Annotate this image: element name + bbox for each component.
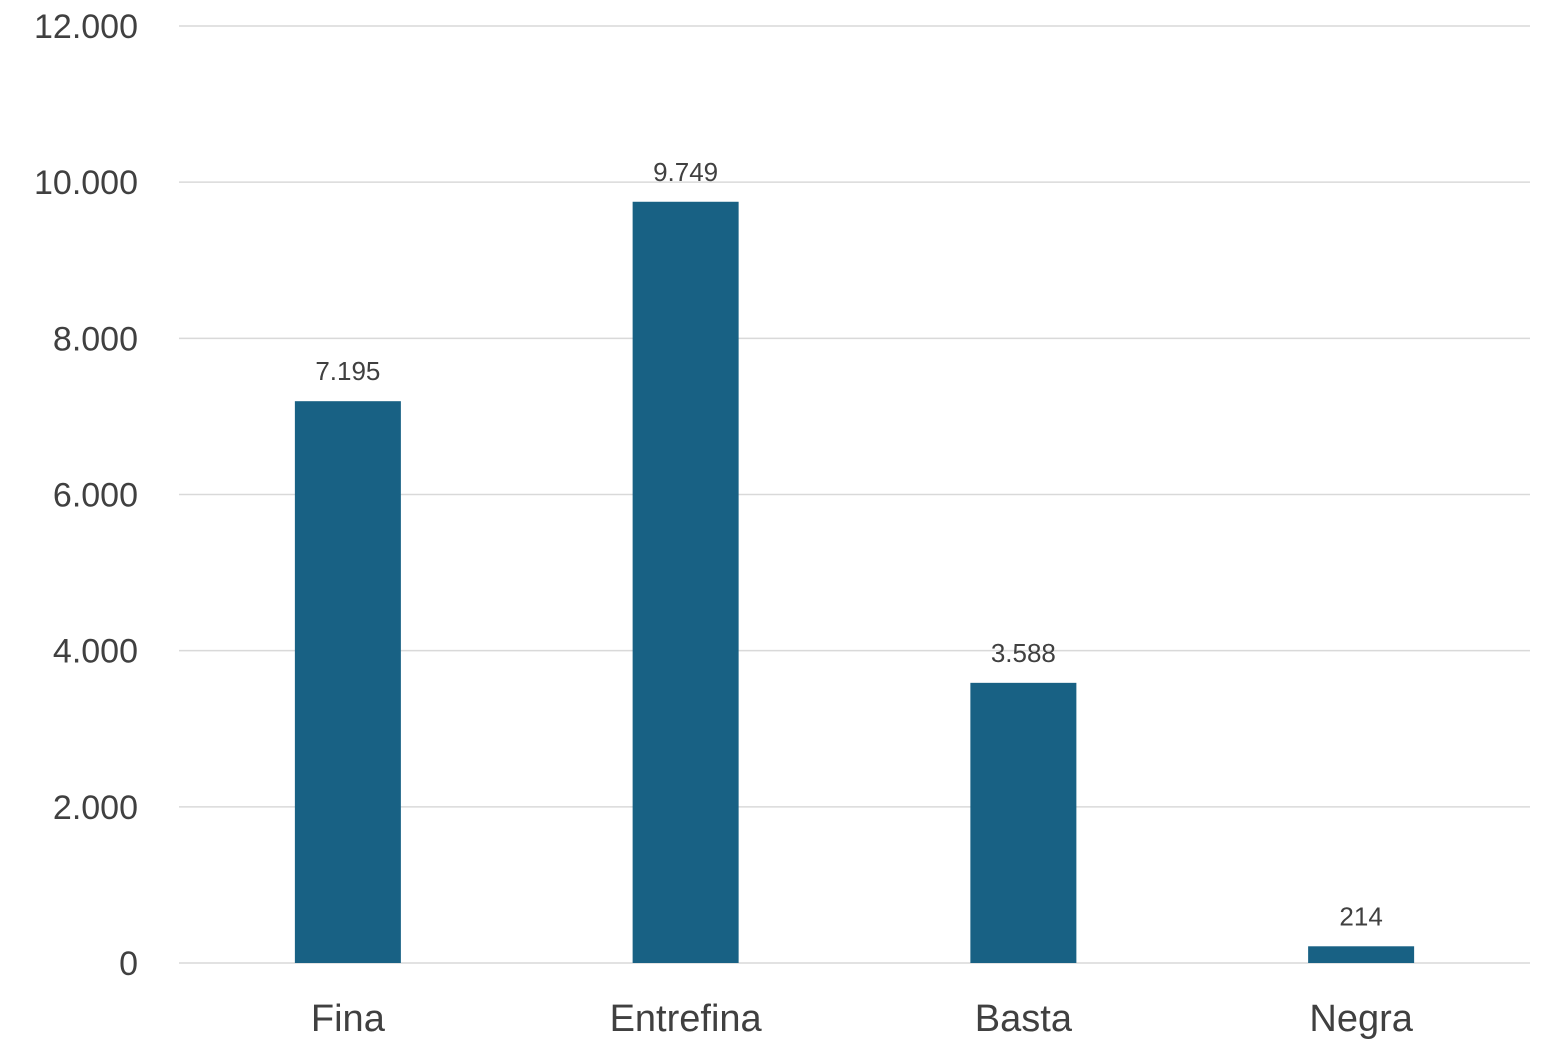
- y-tick-label: 8.000: [53, 320, 138, 358]
- bar-fina: [294, 401, 401, 963]
- data-label: 214: [1339, 901, 1382, 931]
- x-tick-label: Entrefina: [610, 998, 763, 1039]
- x-axis-tick-labels: Fina Entrefina Basta Negra: [311, 998, 1414, 1039]
- y-tick-label: 10.000: [34, 164, 138, 202]
- y-tick-label: 6.000: [53, 477, 138, 515]
- bar-basta: [970, 682, 1077, 963]
- y-axis-tick-labels: 0 2.000 4.000 6.000 8.000 10.000 12.000: [34, 8, 138, 983]
- x-tick-label: Basta: [975, 998, 1073, 1039]
- data-labels: 7.195 9.749 3.588 214: [315, 157, 1382, 932]
- data-label: 7.195: [315, 356, 380, 386]
- y-tick-label: 12.000: [34, 8, 138, 46]
- bars: [294, 201, 1415, 964]
- bar-negra: [1308, 946, 1415, 963]
- x-tick-label: Negra: [1309, 998, 1413, 1039]
- y-tick-label: 4.000: [53, 633, 138, 671]
- data-label: 9.749: [653, 157, 718, 187]
- data-label: 3.588: [991, 638, 1056, 668]
- x-tick-label: Fina: [311, 998, 386, 1039]
- gridlines: [179, 25, 1530, 964]
- bar-entrefina: [632, 201, 739, 964]
- y-tick-label: 0: [119, 945, 138, 983]
- y-tick-label: 2.000: [53, 789, 138, 827]
